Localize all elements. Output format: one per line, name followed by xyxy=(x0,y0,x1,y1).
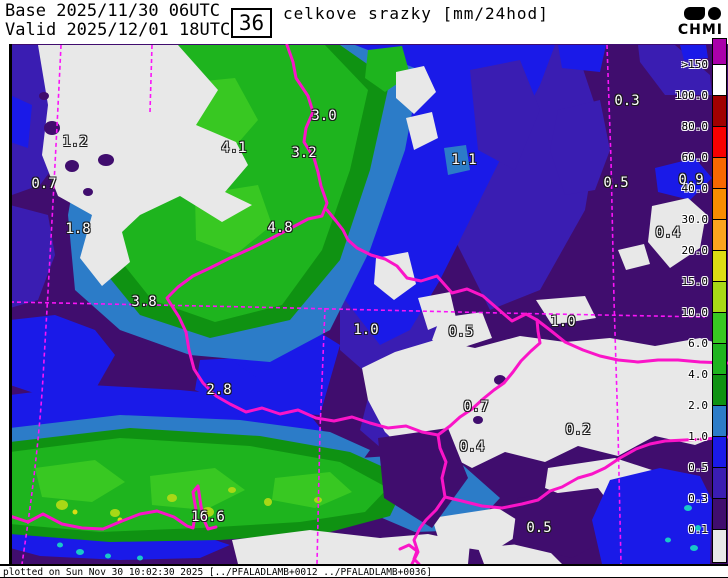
legend-segment xyxy=(712,436,727,468)
country-border-south xyxy=(410,433,448,566)
precip-value-label: 0.7 xyxy=(31,176,57,192)
legend-label: 40.0 xyxy=(681,182,709,195)
graticule-meridian xyxy=(316,307,326,565)
forecast-step-box: 36 xyxy=(231,8,272,38)
legend-segment xyxy=(712,312,727,344)
legend-segment xyxy=(712,281,727,313)
precip-value-label: 1.0 xyxy=(353,322,379,338)
plot-info-text: plotted on Sun Nov 30 10:02:30 2025 [../… xyxy=(3,567,432,578)
base-value: 2025/11/30 06UTC xyxy=(56,1,220,21)
legend-segment xyxy=(712,467,727,499)
chmi-logo: CHMI xyxy=(678,4,724,42)
valid-value: 2025/12/01 18UTC xyxy=(66,20,231,40)
chmi-logo-text: CHMI xyxy=(677,22,723,38)
precip-value-label: 4.8 xyxy=(267,220,293,236)
legend-segment xyxy=(712,188,727,220)
precip-value-label: 0.9 xyxy=(678,172,704,188)
header-bar: Base 2025/11/30 06UTC Valid 2025/12/01 1… xyxy=(0,0,728,44)
legend-segment xyxy=(712,219,727,251)
legend-label: 2.0 xyxy=(688,399,708,412)
legend-segment xyxy=(712,95,727,127)
legend-label: 20.0 xyxy=(681,244,709,257)
legend-label: 6.0 xyxy=(688,337,708,350)
base-time-line: Base 2025/11/30 06UTC xyxy=(5,2,220,21)
country-border-czechia xyxy=(165,43,542,437)
legend-label: 4.0 xyxy=(688,368,708,381)
precip-value-label: 0.7 xyxy=(463,399,489,415)
precip-value-label: 0.4 xyxy=(655,225,681,241)
graticule-meridian xyxy=(21,44,62,565)
precip-value-label: 3.2 xyxy=(291,145,317,161)
legend-segment xyxy=(712,126,727,158)
country-border-segment xyxy=(398,543,421,566)
logo-shape-icon xyxy=(684,7,705,20)
footer-bar: plotted on Sun Nov 30 10:02:30 2025 [../… xyxy=(0,564,728,578)
precip-value-label: 1.8 xyxy=(65,221,91,237)
precip-value-label: 0.2 xyxy=(565,422,591,438)
precip-value-label: 3.0 xyxy=(311,108,337,124)
legend-segment xyxy=(712,405,727,437)
precipitation-map-canvas xyxy=(8,43,728,566)
legend-label: 10.0 xyxy=(681,306,709,319)
precipitation-map xyxy=(8,43,728,566)
precip-value-label: 0.5 xyxy=(448,324,474,340)
legend-segment xyxy=(712,374,727,406)
country-border-alps xyxy=(8,484,218,531)
logo-circle-icon xyxy=(708,7,721,20)
graticule-parallel xyxy=(9,301,706,318)
precip-value-label: 16.6 xyxy=(191,509,225,525)
legend-segment xyxy=(712,343,727,375)
country-border-east xyxy=(535,318,728,365)
base-label: Base xyxy=(5,1,46,21)
page-title: celkove srazky [mm/24hod] xyxy=(283,4,549,23)
legend-segment xyxy=(712,498,727,530)
precip-value-label: 1.2 xyxy=(62,134,88,150)
valid-time-line: Valid 2025/12/01 18UTC xyxy=(5,21,230,40)
legend-label: 30.0 xyxy=(681,213,709,226)
precip-value-label: 0.5 xyxy=(603,175,629,191)
country-border-southeast xyxy=(443,435,728,510)
precip-value-label: 4.1 xyxy=(221,140,247,156)
precip-value-label: 1.0 xyxy=(550,314,576,330)
legend-segment xyxy=(712,157,727,189)
precip-value-label: 2.8 xyxy=(206,382,232,398)
legend-label: 1.0 xyxy=(688,430,708,443)
legend-label: 0.5 xyxy=(688,461,708,474)
chmi-logo-icon xyxy=(682,6,722,21)
valid-label: Valid xyxy=(5,20,57,40)
graticule-meridian xyxy=(606,44,622,565)
legend-label: 0.3 xyxy=(688,492,708,505)
legend-label: 100.0 xyxy=(674,89,708,102)
legend-segment xyxy=(712,250,727,282)
map-left-frame xyxy=(9,44,12,564)
legend-label: >150 xyxy=(681,58,709,71)
precip-value-label: 0.5 xyxy=(526,520,552,536)
legend-segment xyxy=(712,529,727,563)
legend-label: 80.0 xyxy=(681,120,709,133)
precip-value-label: 3.8 xyxy=(131,294,157,310)
legend-segment xyxy=(712,38,727,65)
precip-value-label: 1.1 xyxy=(451,152,477,168)
legend-segment xyxy=(712,64,727,96)
legend-label: 0.1 xyxy=(688,523,708,536)
legend-label: 60.0 xyxy=(681,151,709,164)
precip-value-label: 0.4 xyxy=(459,439,485,455)
legend-label: 15.0 xyxy=(681,275,709,288)
precip-value-label: 0.3 xyxy=(614,93,640,109)
